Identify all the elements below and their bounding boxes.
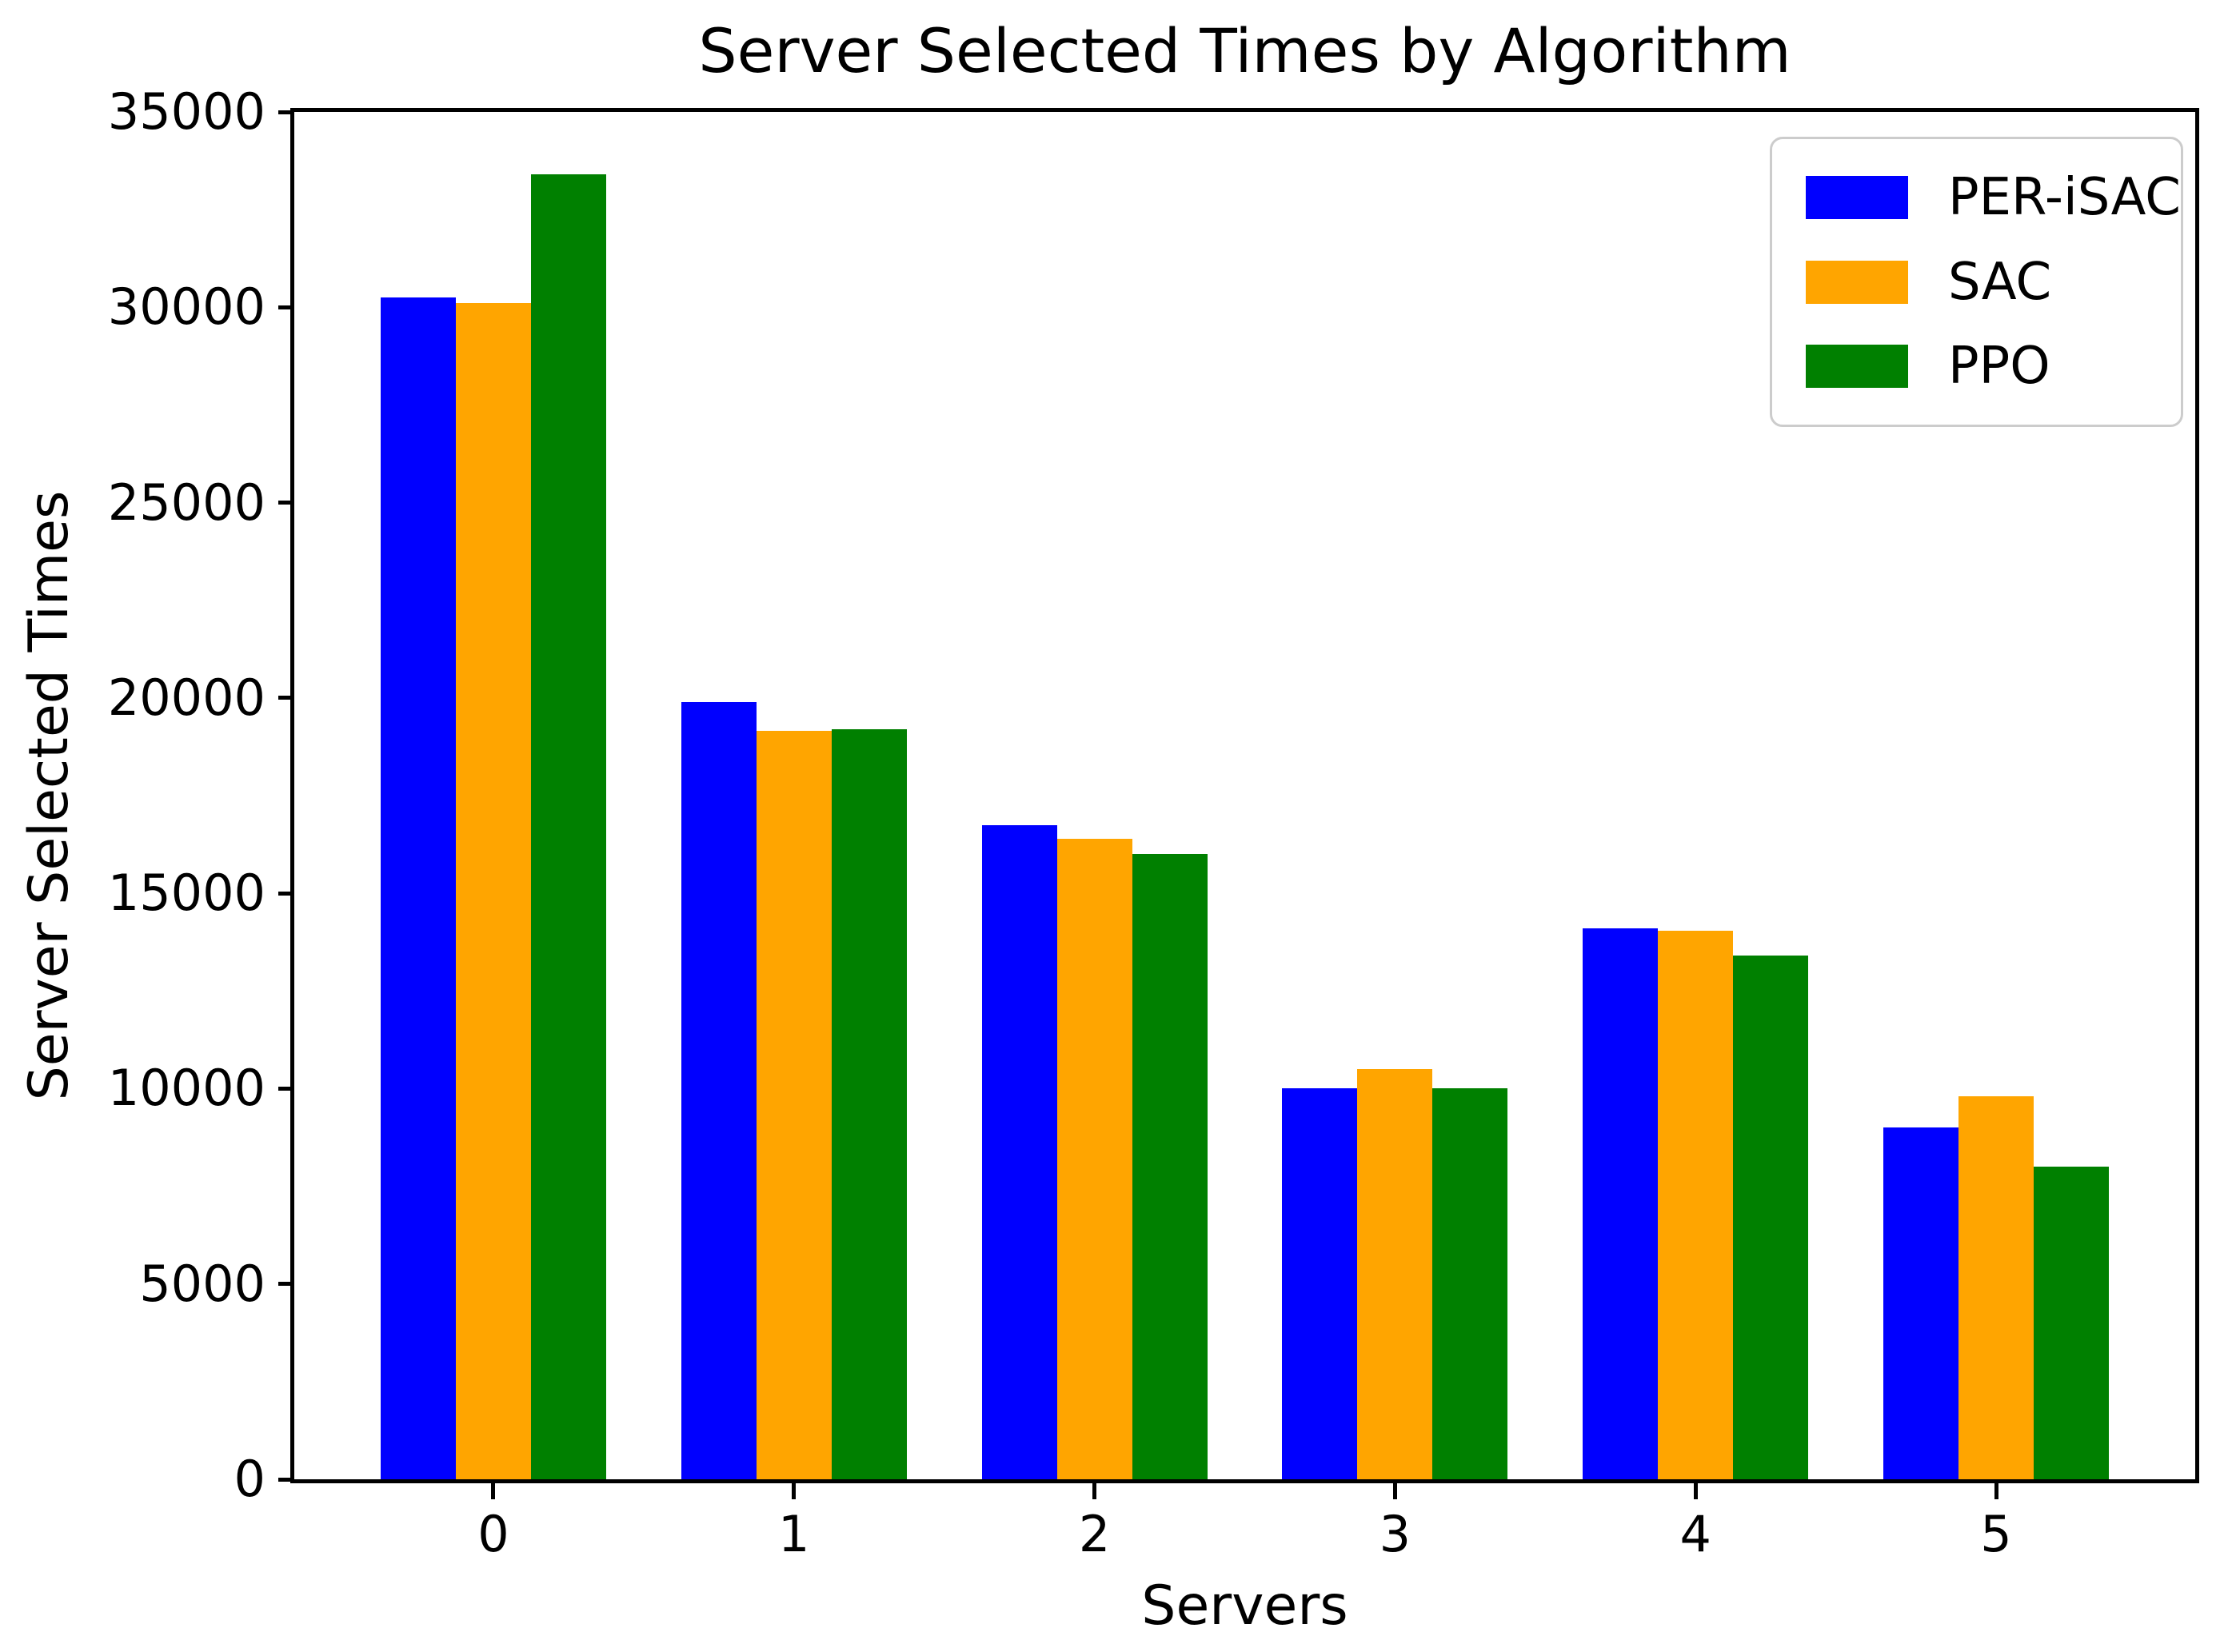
bar-per-isac-server-3 xyxy=(1282,1088,1358,1479)
bar-sac-server-4 xyxy=(1658,930,1734,1479)
y-tick-label: 25000 xyxy=(107,473,266,532)
y-axis-label: Server Selected Times xyxy=(18,490,81,1101)
x-tick-label: 0 xyxy=(477,1505,509,1563)
bar-ppo-server-2 xyxy=(1132,854,1208,1479)
chart-title: Server Selected Times by Algorithm xyxy=(698,15,1791,86)
x-tick-label: 4 xyxy=(1679,1505,1711,1563)
legend-item-ppo: PPO xyxy=(1806,341,2181,392)
bar-per-isac-server-0 xyxy=(381,297,456,1479)
y-tick-mark xyxy=(278,1477,294,1482)
y-tick-mark xyxy=(278,696,294,700)
legend-item-per-isac: PER-iSAC xyxy=(1806,172,2181,223)
bar-sac-server-0 xyxy=(455,303,531,1479)
legend-swatch-icon xyxy=(1806,260,1908,304)
legend-swatch-icon xyxy=(1806,344,1908,388)
y-tick-mark xyxy=(278,110,294,114)
x-tick-mark xyxy=(1994,1483,1998,1499)
x-tick-label: 1 xyxy=(778,1505,810,1563)
bar-ppo-server-0 xyxy=(530,174,606,1479)
x-tick-mark xyxy=(1693,1483,1698,1499)
x-tick-mark xyxy=(792,1483,797,1499)
x-tick-mark xyxy=(1392,1483,1397,1499)
y-tick-label: 30000 xyxy=(107,277,266,337)
y-tick-mark xyxy=(278,501,294,505)
bar-sac-server-2 xyxy=(1056,838,1132,1479)
bar-ppo-server-5 xyxy=(2034,1167,2109,1479)
legend-label: PPO xyxy=(1948,336,2050,396)
y-tick-mark xyxy=(278,891,294,896)
bar-per-isac-server-5 xyxy=(1883,1127,1959,1479)
bar-ppo-server-4 xyxy=(1733,956,1809,1479)
bar-ppo-server-3 xyxy=(1432,1088,1508,1479)
y-tick-mark xyxy=(278,305,294,309)
bar-sac-server-1 xyxy=(756,731,832,1479)
bar-per-isac-server-1 xyxy=(681,701,757,1479)
legend-swatch-icon xyxy=(1806,176,1908,220)
bar-sac-server-3 xyxy=(1357,1069,1433,1479)
y-tick-mark xyxy=(278,1282,294,1287)
x-axis-label: Servers xyxy=(1141,1574,1348,1638)
x-tick-label: 3 xyxy=(1379,1505,1411,1563)
y-tick-label: 35000 xyxy=(107,82,266,141)
legend-label: SAC xyxy=(1948,252,2052,312)
y-tick-label: 0 xyxy=(234,1450,266,1508)
y-tick-label: 5000 xyxy=(139,1254,266,1313)
bar-sac-server-5 xyxy=(1958,1096,2034,1479)
bar-per-isac-server-2 xyxy=(981,824,1057,1479)
x-tick-label: 5 xyxy=(1980,1505,2012,1563)
y-tick-label: 10000 xyxy=(107,1059,266,1118)
y-tick-mark xyxy=(278,1086,294,1091)
legend: PER-iSAC SAC PPO xyxy=(1770,137,2183,427)
x-tick-label: 2 xyxy=(1078,1505,1111,1563)
legend-label: PER-iSAC xyxy=(1948,168,2181,228)
y-tick-label: 15000 xyxy=(107,864,266,923)
legend-item-sac: SAC xyxy=(1806,257,2181,308)
bar-per-isac-server-4 xyxy=(1583,928,1659,1479)
y-tick-label: 20000 xyxy=(107,668,266,727)
x-tick-mark xyxy=(1092,1483,1097,1499)
bar-ppo-server-1 xyxy=(831,728,907,1479)
x-tick-mark xyxy=(491,1483,496,1499)
